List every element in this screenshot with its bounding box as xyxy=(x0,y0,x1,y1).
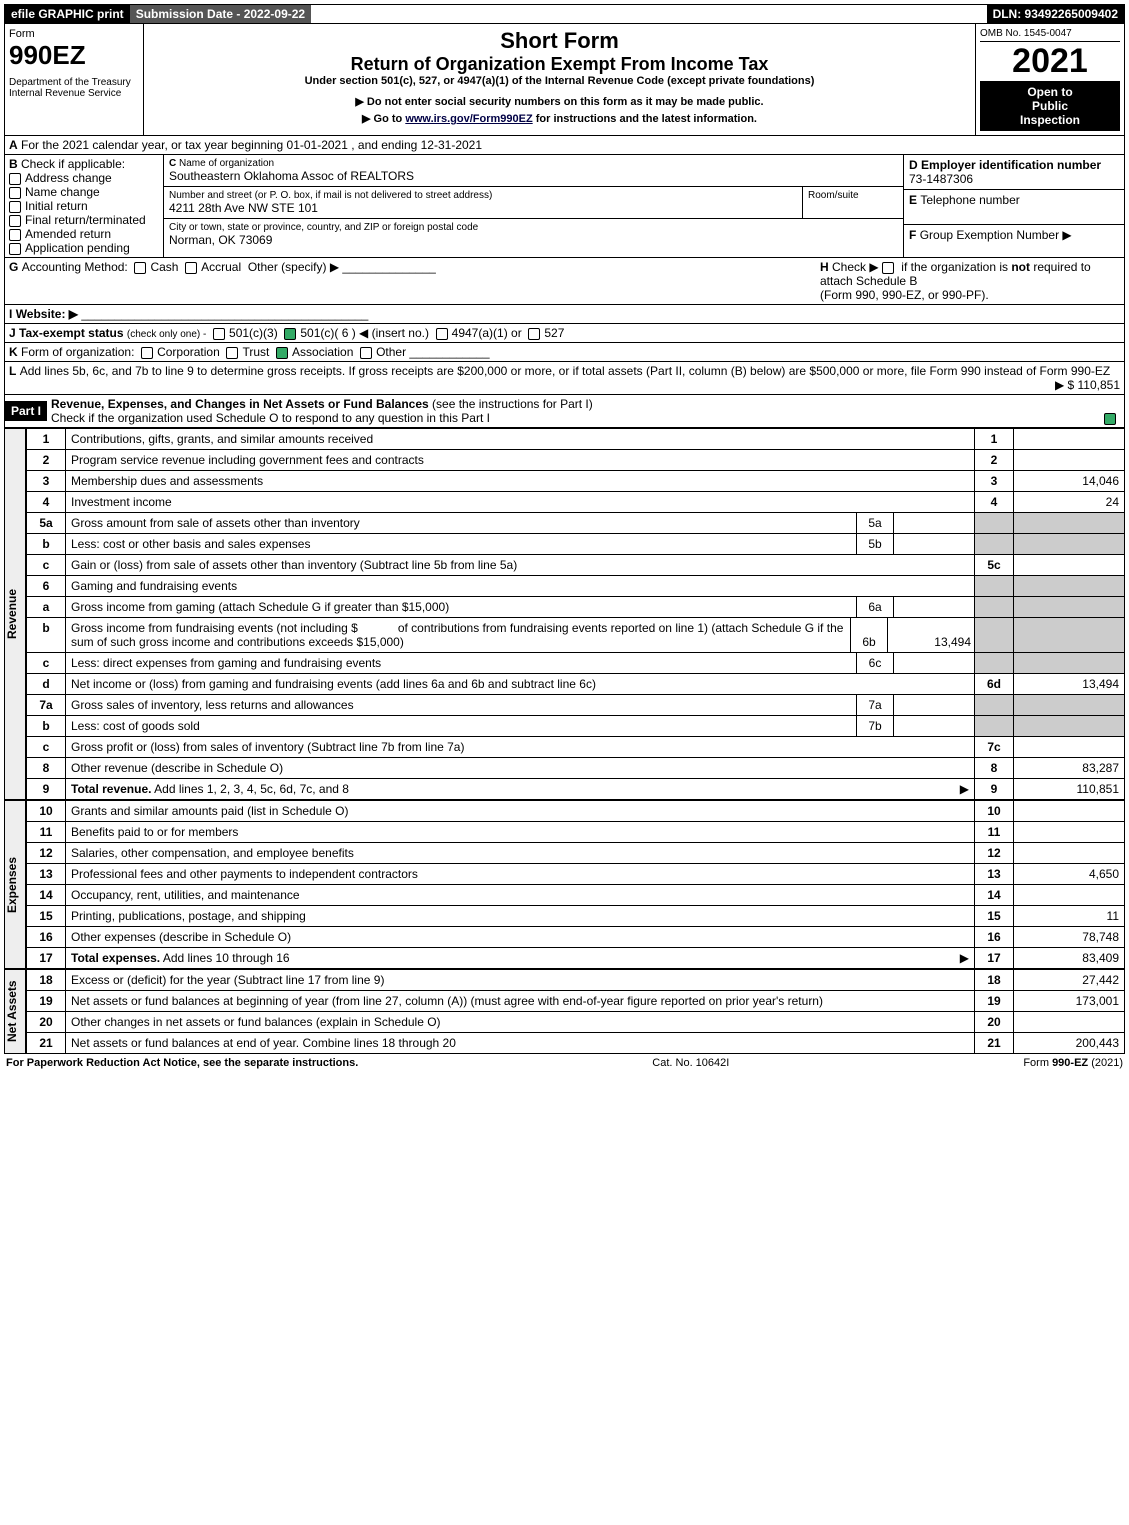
expenses-vlabel: Expenses xyxy=(4,800,26,969)
top-bar: efile GRAPHIC print Submission Date - 20… xyxy=(4,4,1125,24)
amt-2 xyxy=(1014,450,1125,471)
org-street: 4211 28th Ave NW STE 101 xyxy=(169,201,797,215)
main-title: Return of Organization Exempt From Incom… xyxy=(148,54,971,75)
netassets-vlabel: Net Assets xyxy=(4,969,26,1054)
paperwork-notice: For Paperwork Reduction Act Notice, see … xyxy=(6,1057,358,1069)
amt-5c xyxy=(1014,555,1125,576)
page-footer: For Paperwork Reduction Act Notice, see … xyxy=(4,1054,1125,1072)
irs-label: Internal Revenue Service xyxy=(9,88,139,99)
form-number: 990EZ xyxy=(9,40,139,71)
gross-receipts: ▶ $ 110,851 xyxy=(1055,378,1120,392)
chk-amended[interactable]: Amended return xyxy=(9,227,159,241)
chk-cash[interactable] xyxy=(134,262,146,274)
under-section: Under section 501(c), 527, or 4947(a)(1)… xyxy=(148,75,971,87)
amt-17: 83,409 xyxy=(1014,948,1125,969)
chk-app-pending[interactable]: Application pending xyxy=(9,241,159,255)
dln: DLN: 93492265009402 xyxy=(987,5,1124,23)
ssn-warning: Do not enter social security numbers on … xyxy=(148,95,971,108)
line-j: J Tax-exempt status (check only one) - 5… xyxy=(4,324,1125,343)
chk-final-return[interactable]: Final return/terminated xyxy=(9,213,159,227)
revenue-vlabel: Revenue xyxy=(4,428,26,800)
dept-treasury: Department of the Treasury xyxy=(9,77,139,88)
amt-21: 200,443 xyxy=(1014,1033,1125,1054)
chk-other-org[interactable] xyxy=(360,347,372,359)
amt-14 xyxy=(1014,885,1125,906)
amt-8: 83,287 xyxy=(1014,758,1125,779)
open-inspection: Open to Public Inspection xyxy=(980,81,1120,131)
efile-btn[interactable]: efile GRAPHIC print xyxy=(5,5,130,23)
amt-6d: 13,494 xyxy=(1014,674,1125,695)
org-city: Norman, OK 73069 xyxy=(169,233,898,247)
revenue-table: 1Contributions, gifts, grants, and simil… xyxy=(26,428,1125,800)
submission-date: Submission Date - 2022-09-22 xyxy=(130,5,311,23)
amt-11 xyxy=(1014,822,1125,843)
amt-10 xyxy=(1014,801,1125,822)
form-word: Form xyxy=(9,28,139,40)
amt-13: 4,650 xyxy=(1014,864,1125,885)
ein: 73-1487306 xyxy=(909,172,1119,186)
chk-corp[interactable] xyxy=(141,347,153,359)
amt-16: 78,748 xyxy=(1014,927,1125,948)
chk-4947[interactable] xyxy=(436,328,448,340)
short-form-title: Short Form xyxy=(148,28,971,54)
amt-6b-inner: 13,494 xyxy=(887,618,974,652)
line-gh: G Accounting Method: Cash Accrual Other … xyxy=(4,258,1125,305)
amt-12 xyxy=(1014,843,1125,864)
goto-line: ▶ Go to www.irs.gov/Form990EZ for instru… xyxy=(148,112,971,125)
chk-accrual[interactable] xyxy=(185,262,197,274)
amt-3: 14,046 xyxy=(1014,471,1125,492)
amt-4: 24 xyxy=(1014,492,1125,513)
amt-15: 11 xyxy=(1014,906,1125,927)
tax-year: 2021 xyxy=(980,42,1120,81)
part1-header-row: Part I Revenue, Expenses, and Changes in… xyxy=(4,395,1125,428)
chk-501c3[interactable] xyxy=(213,328,225,340)
part1-label: Part I xyxy=(5,401,47,421)
chk-address-change[interactable]: Address change xyxy=(9,171,159,185)
netassets-section: Net Assets 18Excess or (deficit) for the… xyxy=(4,969,1125,1054)
chk-schedule-o[interactable] xyxy=(1104,413,1116,425)
bcdef-block: B Check if applicable: Address change Na… xyxy=(4,155,1125,258)
expenses-table: 10Grants and similar amounts paid (list … xyxy=(26,800,1125,969)
irs-link[interactable]: www.irs.gov/Form990EZ xyxy=(405,113,532,125)
chk-527[interactable] xyxy=(528,328,540,340)
org-name: Southeastern Oklahoma Assoc of REALTORS xyxy=(169,169,898,183)
chk-initial-return[interactable]: Initial return xyxy=(9,199,159,213)
chk-501c[interactable] xyxy=(284,328,296,340)
room-suite-label: Room/suite xyxy=(803,187,903,218)
amt-18: 27,442 xyxy=(1014,970,1125,991)
chk-name-change[interactable]: Name change xyxy=(9,185,159,199)
revenue-section: Revenue 1Contributions, gifts, grants, a… xyxy=(4,428,1125,800)
amt-1 xyxy=(1014,429,1125,450)
amt-9: 110,851 xyxy=(1014,779,1125,800)
cat-no: Cat. No. 10642I xyxy=(652,1057,729,1069)
line-i: I Website: ▶ ___________________________… xyxy=(4,305,1125,324)
amt-19: 173,001 xyxy=(1014,991,1125,1012)
expenses-section: Expenses 10Grants and similar amounts pa… xyxy=(4,800,1125,969)
omb-number: OMB No. 1545-0047 xyxy=(980,28,1120,42)
amt-20 xyxy=(1014,1012,1125,1033)
form-header: Form 990EZ Department of the Treasury In… xyxy=(4,24,1125,136)
amt-7c xyxy=(1014,737,1125,758)
netassets-table: 18Excess or (deficit) for the year (Subt… xyxy=(26,969,1125,1054)
line-k: K Form of organization: Corporation Trus… xyxy=(4,343,1125,362)
chk-schedule-b[interactable] xyxy=(882,262,894,274)
form-ref: Form 990-EZ (2021) xyxy=(1023,1057,1123,1069)
line-l: L Add lines 5b, 6c, and 7b to line 9 to … xyxy=(4,362,1125,395)
chk-assoc[interactable] xyxy=(276,347,288,359)
line-a: A For the 2021 calendar year, or tax yea… xyxy=(4,136,1125,155)
chk-trust[interactable] xyxy=(226,347,238,359)
